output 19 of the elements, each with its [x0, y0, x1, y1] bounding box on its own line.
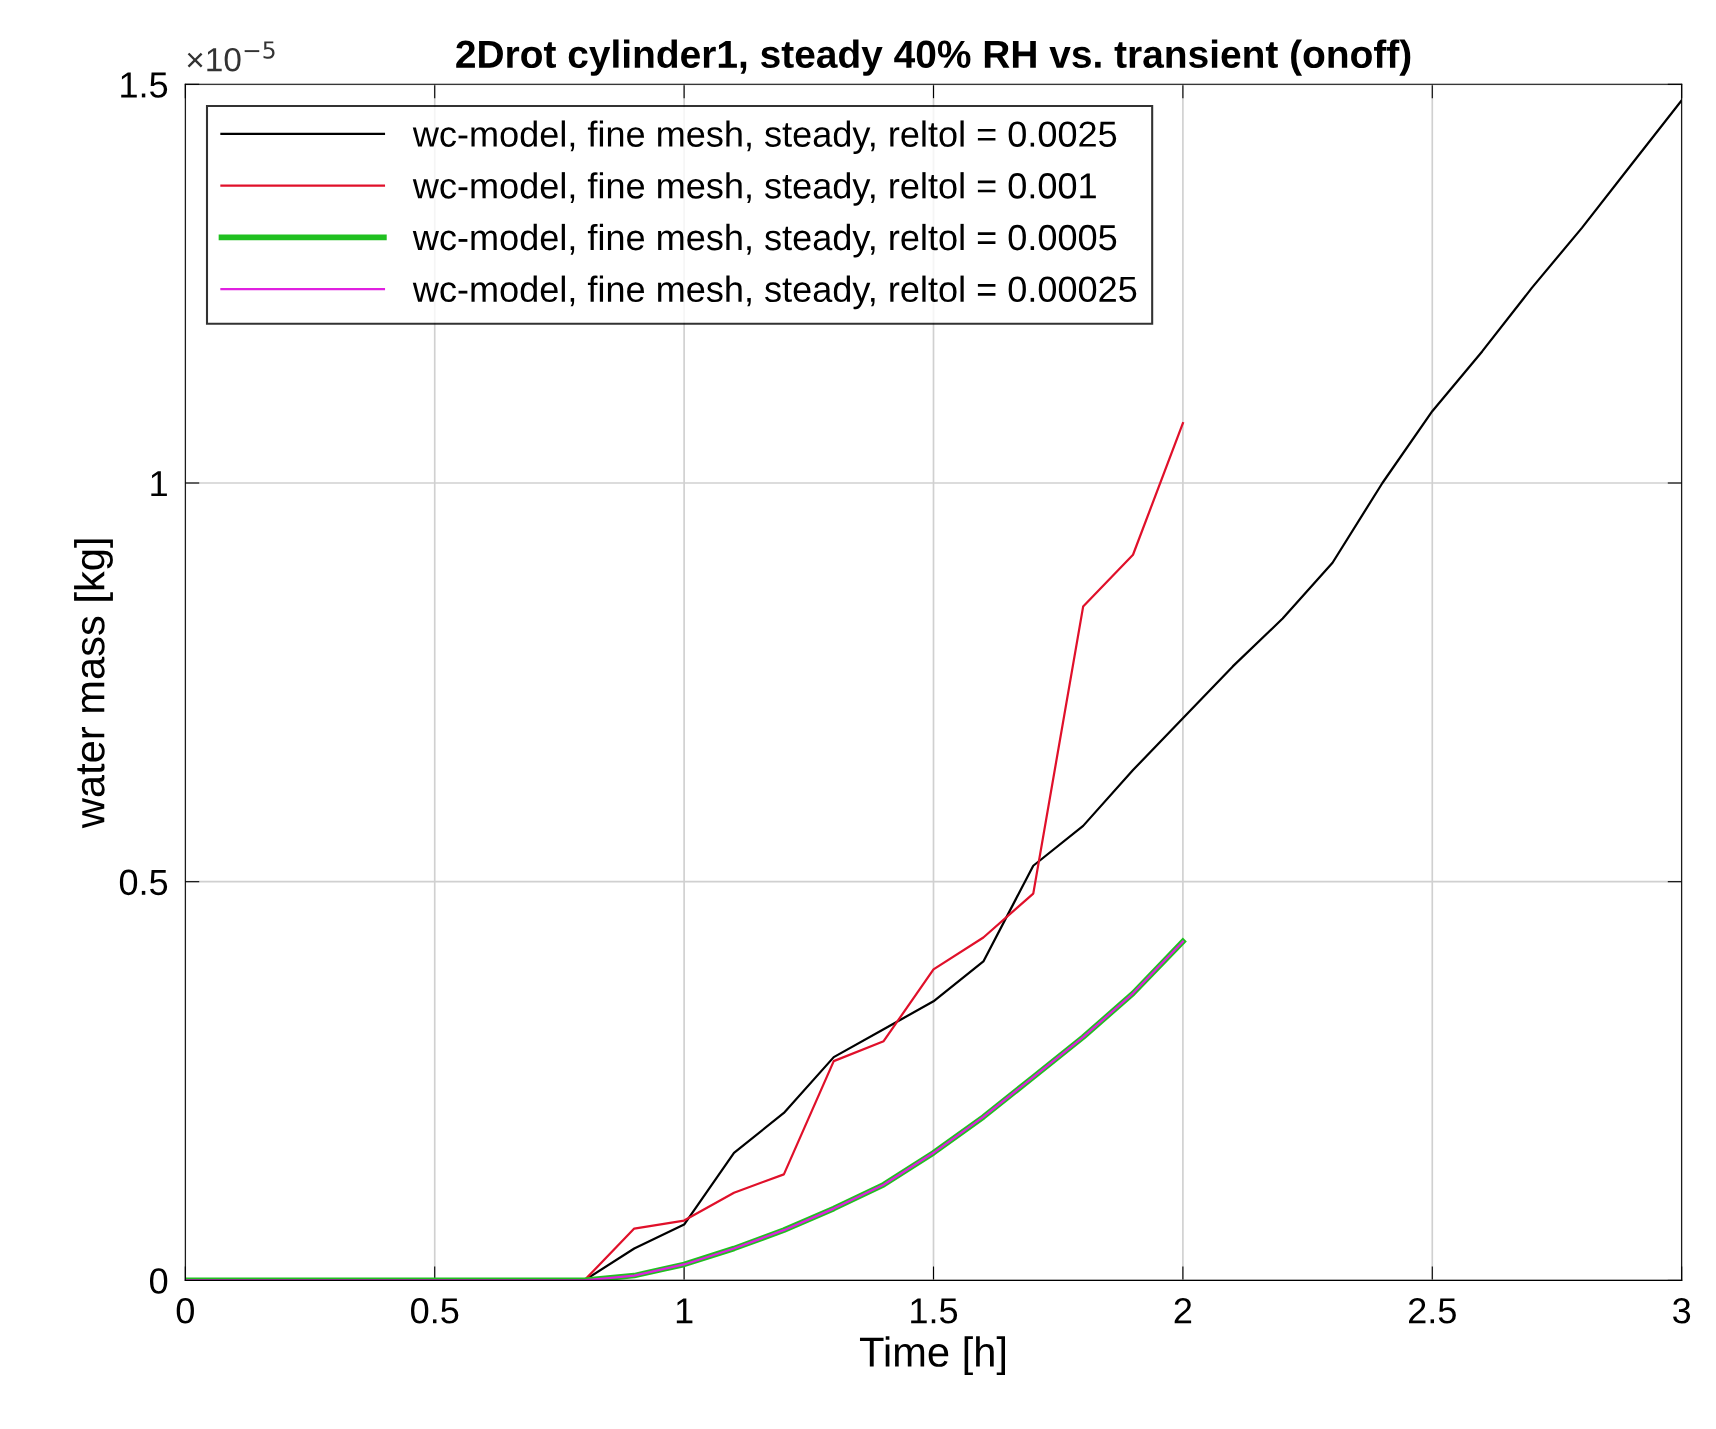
- y-tick-label: 0: [149, 1268, 168, 1294]
- y-tick-label: 1.5: [121, 72, 168, 98]
- legend-label: wc-model, fine mesh, steady, reltol = 0.0005: [412, 223, 1117, 258]
- y-tick-label: 0.5: [119, 869, 168, 896]
- legend-label: wc-model, fine mesh, steady, reltol = 0.00025: [412, 275, 1137, 310]
- y-tick-label: 1: [151, 471, 167, 497]
- x-tick-label: 1.5: [911, 1298, 958, 1324]
- text: ×10$^{−5}$: [187, 41, 275, 72]
- x-tick-label: 3: [1673, 1298, 1691, 1324]
- x-tick-label: 0: [176, 1298, 194, 1324]
- x-axis-title: Time [h]: [859, 1336, 1005, 1376]
- x-tick-label: 0.5: [411, 1298, 459, 1324]
- x-tick-label: 2.5: [1409, 1298, 1456, 1324]
- x-tick-label: 2: [1174, 1298, 1192, 1324]
- y-axis-title: water mass [kg]: [74, 539, 113, 829]
- legend-label: wc-model, fine mesh, steady, reltol = 0.0025: [412, 120, 1117, 155]
- chart-title: 2Drot cylinder1, steady 40% RH vs. transient (onoff): [456, 39, 1411, 76]
- legend-label: wc-model, fine mesh, steady, reltol = 0.001: [412, 172, 1096, 206]
- x-tick-label: 1: [676, 1298, 693, 1324]
